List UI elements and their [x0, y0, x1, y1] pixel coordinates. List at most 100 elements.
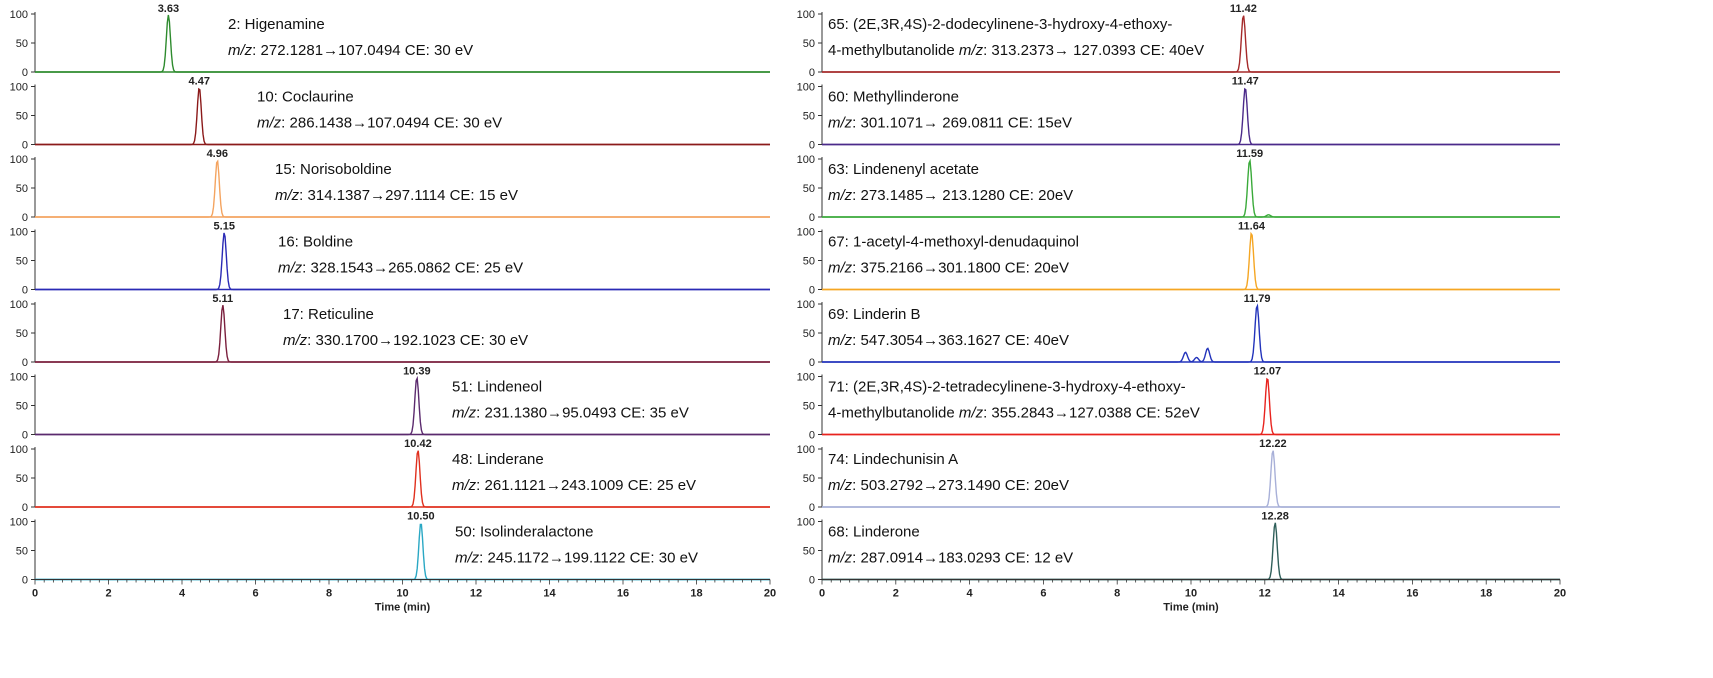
y-tick-label: 100 [10, 517, 28, 529]
compound-name: 50: Isolinderalactone [455, 524, 593, 541]
trace-row: 0 50 100 4.96 15: Norisoboldine m/z: 314.1387… [10, 148, 770, 224]
trace-row: 0 50 100 10.39 51: Lindeneol m/z: 231.1380→95… [10, 366, 770, 442]
trace-line [35, 305, 770, 363]
y-tick-label: 0 [22, 357, 28, 369]
y-tick-label: 50 [803, 473, 815, 485]
y-tick-label: 50 [803, 401, 815, 413]
y-tick-label: 100 [10, 299, 28, 311]
mz-label: m/z [828, 332, 853, 349]
y-tick-label: 50 [803, 328, 815, 340]
y-tick-label: 0 [22, 212, 28, 224]
transition-text: : 286.1438→107.0494 CE: 30 eV [281, 115, 502, 132]
y-tick-label: 50 [803, 38, 815, 50]
y-tick-label: 0 [809, 140, 815, 152]
compound-name: 60: Methyllinderone [828, 89, 959, 106]
transition-text: : 273.1485→ 213.1280 CE: 20eV [852, 187, 1073, 204]
trace-row: 0 50 100 12.07 71: (2E,3R,4S)-2-tetradecylin… [797, 366, 1560, 442]
transition-annotation: m/z: 287.0914→183.0293 CE: 12 eV [828, 550, 1073, 567]
trace-row: 0 50 100 11.47 60: Methyllinderone m/z: 301.1… [797, 76, 1560, 152]
mz-label: m/z [452, 477, 477, 494]
y-tick-label: 100 [797, 227, 815, 239]
compound-name: 67: 1-acetyl-4-methoxyl-denudaquinol [828, 234, 1079, 251]
y-tick-label: 0 [809, 575, 815, 587]
trace-row: 0 50 100 5.15 16: Boldine m/z: 328.1543→265.0… [10, 221, 770, 297]
trace-line [822, 450, 1560, 508]
compound-name: 51: Lindeneol [452, 379, 542, 396]
transition-annotation: m/z: 261.1121→243.1009 CE: 25 eV [452, 477, 696, 494]
transition-text: : 328.1543→265.0862 CE: 25 eV [302, 260, 523, 277]
mz-label: m/z [828, 187, 853, 204]
y-tick-label: 100 [10, 444, 28, 456]
transition-text: : 330.1700→192.1023 CE: 30 eV [307, 332, 528, 349]
transition-annotation: m/z: 272.1281→107.0494 CE: 30 eV [228, 42, 473, 59]
y-tick-label: 0 [22, 285, 28, 297]
x-tick-label: 16 [617, 588, 629, 600]
trace-row: 0 50 100 10.50 50: Isolinderalactone m/z: 245… [10, 511, 770, 587]
trace-row: 0 50 100 11.59 63: Lindenenyl acetate m/z: 27… [797, 148, 1560, 224]
x-tick-label: 18 [690, 588, 702, 600]
x-tick-label: 4 [179, 588, 186, 600]
x-tick-label: 0 [819, 588, 825, 600]
y-tick-label: 50 [16, 38, 28, 50]
trace-row: 0 50 100 10.42 48: Linderane m/z: 261.1121→24… [10, 438, 770, 514]
y-tick-label: 100 [797, 9, 815, 21]
compound-name: 65: (2E,3R,4S)-2-dodecylinene-3-hydroxy-… [828, 16, 1172, 33]
x-tick-label: 6 [252, 588, 258, 600]
trace-line [35, 159, 770, 218]
transition-annotation: m/z: 314.1387→297.1114 CE: 15 eV [275, 187, 518, 204]
y-tick-label: 100 [10, 372, 28, 384]
compound-name: 15: Norisoboldine [275, 161, 392, 178]
transition-text: : 355.2843→127.0388 CE: 52eV [983, 405, 1200, 422]
compound-name: 48: Linderane [452, 451, 544, 468]
compound-name: 68: Linderone [828, 524, 920, 541]
x-tick-label: 8 [1114, 588, 1120, 600]
transition-text: : 314.1387→297.1114 CE: 15 eV [299, 187, 518, 204]
trace-line [35, 14, 770, 73]
y-tick-label: 50 [803, 183, 815, 195]
mz-label: m/z [278, 260, 303, 277]
transition-annotation: m/z: 547.3054→363.1627 CE: 40eV [828, 332, 1069, 349]
x-tick-label: 12 [470, 588, 482, 600]
retention-time-label: 12.28 [1261, 511, 1289, 523]
trace-row: 0 50 100 11.79 69: Linderin B m/z: 547.3054→3… [797, 293, 1560, 369]
trace-line [822, 303, 1560, 363]
y-tick-label: 100 [797, 82, 815, 94]
x-tick-label: 20 [1554, 588, 1566, 600]
trace-row: 0 50 100 5.11 17: Reticuline m/z: 330.1700→19… [10, 293, 770, 369]
transition-text: : 287.0914→183.0293 CE: 12 eV [852, 550, 1073, 567]
retention-time-label: 5.11 [212, 293, 233, 305]
trace-line [35, 450, 770, 508]
transition-text: : 231.1380→95.0493 CE: 35 eV [476, 405, 689, 422]
retention-time-label: 11.59 [1236, 148, 1263, 160]
trace-line [822, 158, 1560, 218]
x-tick-label: 10 [1185, 588, 1197, 600]
y-tick-label: 0 [809, 285, 815, 297]
mz-label: m/z [452, 405, 477, 422]
trace-line [35, 87, 770, 146]
transition-annotation: m/z: 328.1543→265.0862 CE: 25 eV [278, 260, 523, 277]
transition-annotation: 4-methylbutanolide m/z: 355.2843→127.038… [828, 405, 1200, 422]
x-axis-label: Time (min) [1163, 602, 1219, 614]
retention-time-label: 11.79 [1244, 293, 1271, 305]
retention-time-label: 11.47 [1232, 76, 1259, 88]
y-tick-label: 0 [809, 502, 815, 514]
x-tick-label: 20 [764, 588, 776, 600]
transition-text: : 375.2166→301.1800 CE: 20eV [852, 260, 1069, 277]
y-tick-label: 50 [803, 111, 815, 123]
y-tick-label: 0 [809, 67, 815, 79]
retention-time-label: 4.47 [189, 76, 210, 88]
transition-annotation: m/z: 286.1438→107.0494 CE: 30 eV [257, 115, 502, 132]
transition-annotation: 4-methylbutanolide m/z: 313.2373→ 127.03… [828, 42, 1204, 59]
retention-time-label: 10.42 [404, 438, 432, 450]
y-tick-label: 100 [10, 9, 28, 21]
transition-text: : 301.1071→ 269.0811 CE: 15eV [852, 115, 1072, 132]
mz-label: m/z [828, 260, 853, 277]
x-tick-label: 12 [1259, 588, 1271, 600]
y-tick-label: 0 [22, 575, 28, 587]
retention-time-label: 12.22 [1259, 438, 1287, 450]
y-tick-label: 50 [803, 256, 815, 268]
y-tick-label: 100 [797, 299, 815, 311]
x-tick-label: 14 [543, 588, 556, 600]
transition-text: : 503.2792→273.1490 CE: 20eV [852, 477, 1069, 494]
